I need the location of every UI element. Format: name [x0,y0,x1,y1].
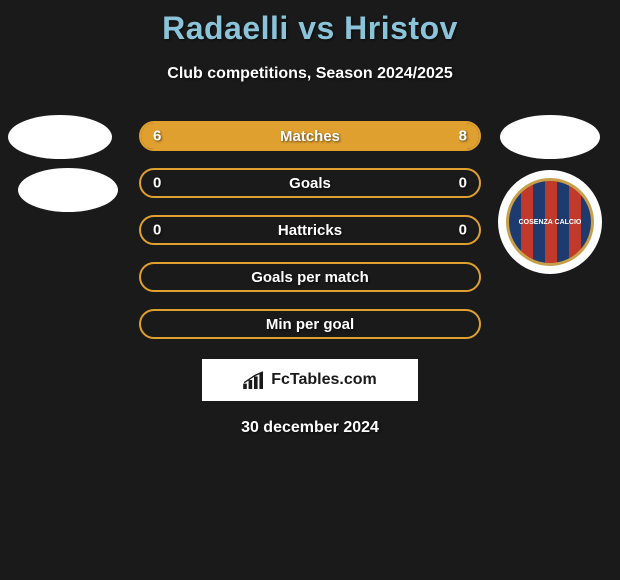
stat-row: Min per goal [139,309,481,339]
player-right-avatar [500,115,600,159]
stat-value-left: 0 [153,222,161,239]
stat-value-right: 0 [459,222,467,239]
stat-value-right: 0 [459,175,467,192]
date-text: 30 december 2024 [0,419,620,437]
stat-value-left: 6 [153,128,161,145]
stat-label: Goals [289,175,331,192]
stat-label: Goals per match [251,269,369,286]
stat-row: Hattricks 0 0 [139,215,481,245]
stat-value-left: 0 [153,175,161,192]
stat-fill-left [141,123,286,149]
bars-icon [243,371,265,389]
stat-label: Hattricks [278,222,342,239]
club-badge-label: COSENZA CALCIO [519,219,582,226]
subtitle: Club competitions, Season 2024/2025 [0,65,620,83]
player-left-avatar-2 [18,168,118,212]
stat-label: Matches [280,128,340,145]
stat-row: Goals 0 0 [139,168,481,198]
stat-row: Matches 6 8 [139,121,481,151]
club-badge-inner: COSENZA CALCIO [506,178,594,266]
logo-box[interactable]: FcTables.com [202,359,418,401]
stat-row: Goals per match [139,262,481,292]
page-title: Radaelli vs Hristov [0,0,620,47]
stat-value-right: 8 [459,128,467,145]
logo-text: FcTables.com [271,371,377,389]
stat-label: Min per goal [266,316,354,333]
player-left-avatar-1 [8,115,112,159]
club-badge: COSENZA CALCIO [498,170,602,274]
